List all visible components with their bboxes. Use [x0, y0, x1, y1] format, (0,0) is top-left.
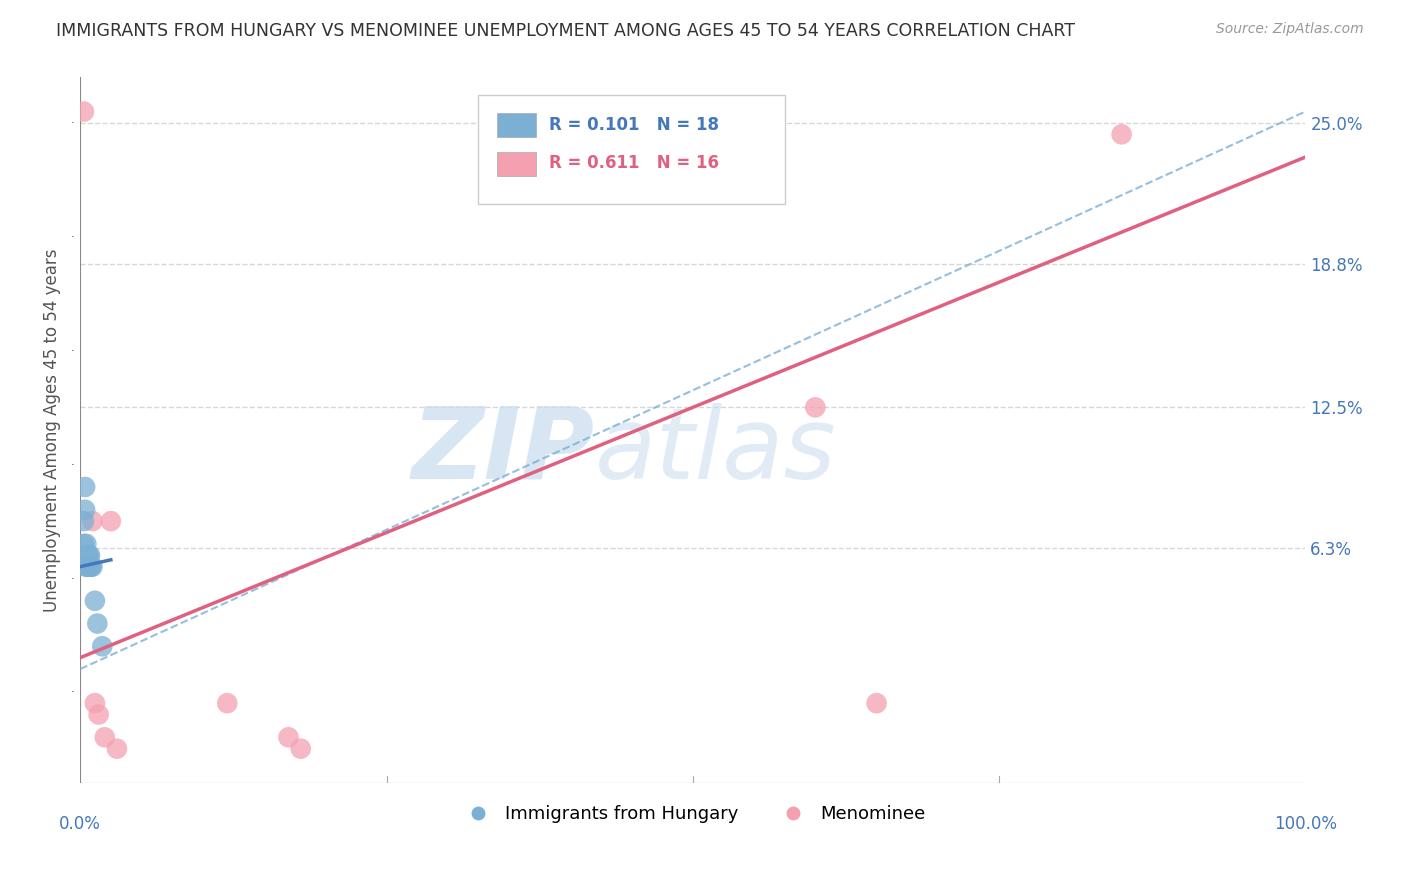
Point	[75, 502, 97, 516]
Text: R = 0.611   N = 16: R = 0.611 N = 16	[550, 154, 720, 172]
Text: atlas: atlas	[595, 403, 837, 500]
Bar	[496, 152, 536, 177]
Point	[84, 594, 107, 608]
Y-axis label: Unemployment Among Ages 45 to 54 years: Unemployment Among Ages 45 to 54 years	[44, 248, 60, 612]
Point	[100, 514, 122, 528]
Text: 100.0%: 100.0%	[1274, 815, 1337, 833]
Point	[73, 514, 96, 528]
Point	[93, 731, 115, 745]
Point	[80, 559, 103, 574]
Point	[82, 514, 104, 528]
Text: R = 0.101   N = 18: R = 0.101 N = 18	[550, 116, 720, 134]
Point	[865, 696, 887, 710]
Point	[75, 559, 97, 574]
Point	[73, 537, 96, 551]
Point	[79, 559, 101, 574]
Point	[290, 741, 312, 756]
Point	[79, 548, 101, 562]
Bar	[496, 112, 536, 137]
Point	[75, 480, 97, 494]
Text: IMMIGRANTS FROM HUNGARY VS MENOMINEE UNEMPLOYMENT AMONG AGES 45 TO 54 YEARS CORR: IMMIGRANTS FROM HUNGARY VS MENOMINEE UNE…	[56, 22, 1076, 40]
Point	[75, 559, 97, 574]
Point	[91, 640, 114, 654]
Point	[77, 548, 100, 562]
Legend: Immigrants from Hungary, Menominee: Immigrants from Hungary, Menominee	[453, 797, 932, 830]
Point	[73, 104, 96, 119]
Point	[82, 559, 104, 574]
Text: ZIP: ZIP	[412, 403, 595, 500]
Point	[76, 548, 98, 562]
Point	[105, 741, 128, 756]
Point	[76, 559, 98, 574]
Point	[75, 537, 97, 551]
Point	[277, 731, 299, 745]
Point	[79, 559, 101, 574]
Point	[804, 401, 827, 415]
Point	[84, 696, 107, 710]
Point	[77, 559, 100, 574]
FancyBboxPatch shape	[478, 95, 785, 204]
Point	[1111, 128, 1133, 142]
Point	[217, 696, 239, 710]
Point	[86, 616, 108, 631]
Text: Source: ZipAtlas.com: Source: ZipAtlas.com	[1216, 22, 1364, 37]
Point	[87, 707, 110, 722]
Point	[75, 548, 97, 562]
Text: 0.0%: 0.0%	[59, 815, 101, 833]
Point	[76, 548, 98, 562]
